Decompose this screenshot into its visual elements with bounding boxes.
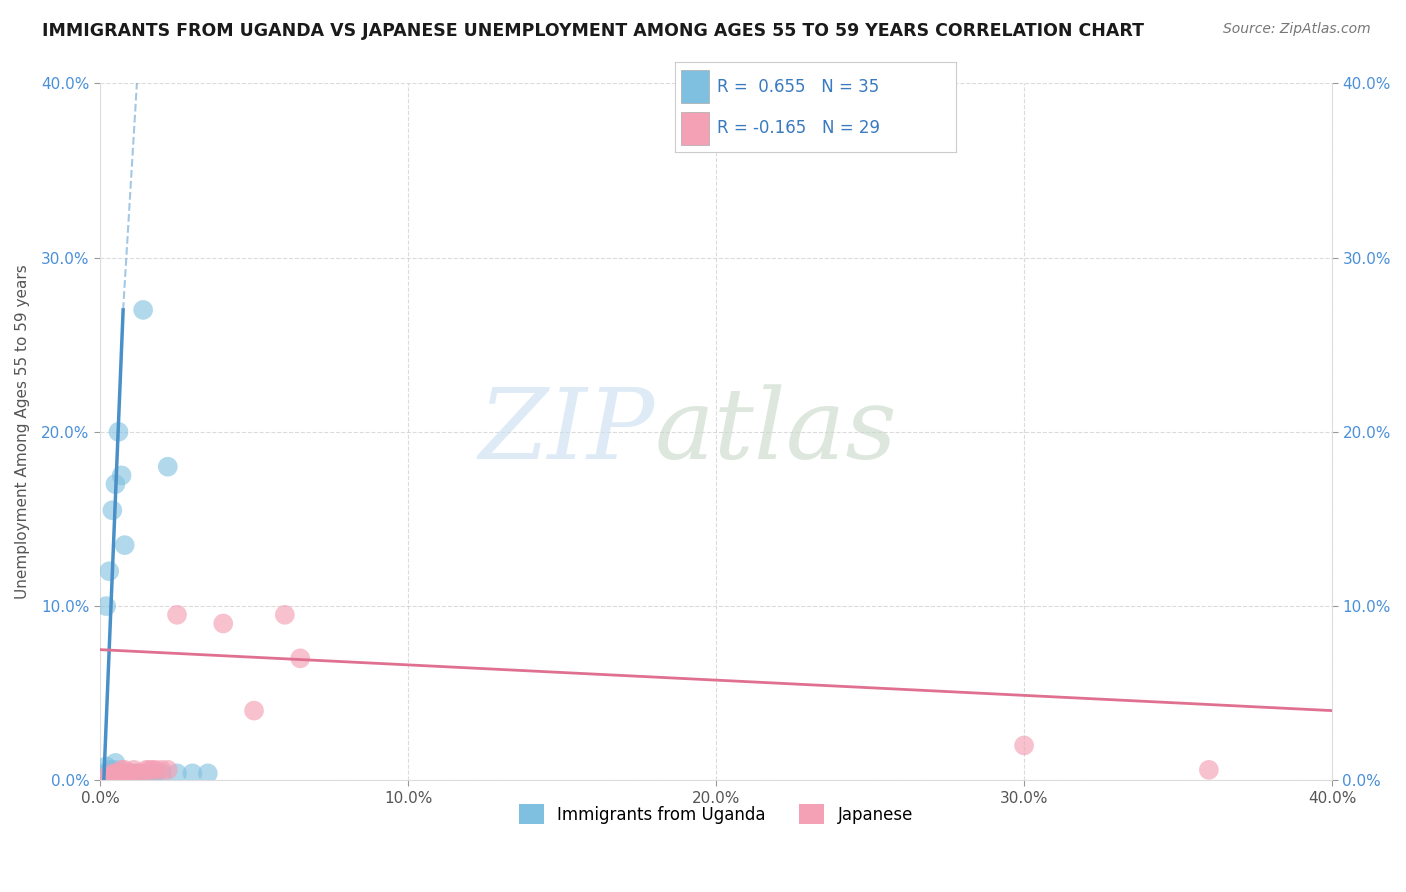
Point: [101, 503, 124, 517]
Point: [1012, 739, 1035, 753]
Point: [125, 766, 148, 780]
Point: [166, 766, 188, 780]
Point: [98, 564, 121, 578]
Point: [135, 766, 157, 780]
Point: [98, 770, 121, 784]
Point: [101, 766, 124, 780]
Point: [145, 763, 167, 777]
Legend: Immigrants from Uganda, Japanese: Immigrants from Uganda, Japanese: [519, 804, 912, 824]
Point: [96, 599, 118, 613]
Text: R =  0.655   N = 35: R = 0.655 N = 35: [717, 78, 879, 95]
Point: [212, 616, 235, 631]
Point: [135, 763, 157, 777]
Text: Source: ZipAtlas.com: Source: ZipAtlas.com: [1223, 22, 1371, 37]
Point: [110, 763, 132, 777]
Point: [138, 763, 160, 777]
Point: [141, 763, 163, 777]
Point: [120, 766, 142, 780]
FancyBboxPatch shape: [681, 112, 709, 145]
Point: [274, 607, 297, 622]
Point: [101, 770, 124, 784]
Text: atlas: atlas: [654, 384, 897, 480]
Point: [114, 766, 136, 780]
Point: [150, 763, 173, 777]
Point: [96, 766, 118, 780]
Point: [104, 770, 127, 784]
Point: [104, 766, 127, 780]
Point: [104, 763, 127, 777]
Point: [290, 651, 312, 665]
Point: [114, 538, 136, 552]
Point: [107, 766, 129, 780]
Point: [156, 459, 179, 474]
Point: [132, 302, 155, 317]
Point: [104, 766, 127, 780]
Point: [117, 766, 139, 780]
Point: [145, 766, 167, 780]
Point: [114, 763, 136, 777]
Point: [110, 770, 132, 784]
Point: [150, 766, 173, 780]
Point: [129, 766, 152, 780]
FancyBboxPatch shape: [681, 70, 709, 103]
Point: [104, 477, 127, 491]
Point: [101, 770, 124, 784]
Point: [114, 770, 136, 784]
Point: [156, 763, 179, 777]
Point: [96, 770, 118, 784]
Text: R = -0.165   N = 29: R = -0.165 N = 29: [717, 120, 880, 137]
Point: [181, 766, 204, 780]
Y-axis label: Unemployment Among Ages 55 to 59 years: Unemployment Among Ages 55 to 59 years: [15, 265, 30, 599]
Point: [107, 425, 129, 439]
Point: [96, 759, 118, 773]
Point: [120, 766, 142, 780]
Point: [98, 770, 121, 784]
Point: [122, 763, 145, 777]
Point: [110, 468, 132, 483]
Point: [96, 770, 118, 784]
Point: [166, 607, 188, 622]
Text: ZIP: ZIP: [478, 384, 654, 480]
Point: [104, 770, 127, 784]
Text: IMMIGRANTS FROM UGANDA VS JAPANESE UNEMPLOYMENT AMONG AGES 55 TO 59 YEARS CORREL: IMMIGRANTS FROM UGANDA VS JAPANESE UNEMP…: [42, 22, 1144, 40]
Point: [98, 763, 121, 777]
Point: [110, 766, 132, 780]
Point: [98, 766, 121, 780]
Point: [125, 766, 148, 780]
Point: [243, 704, 266, 718]
Point: [117, 766, 139, 780]
Point: [197, 766, 219, 780]
Point: [101, 766, 124, 780]
Point: [107, 766, 129, 780]
Point: [107, 770, 129, 784]
Point: [104, 756, 127, 770]
Point: [114, 766, 136, 780]
Point: [1198, 763, 1220, 777]
